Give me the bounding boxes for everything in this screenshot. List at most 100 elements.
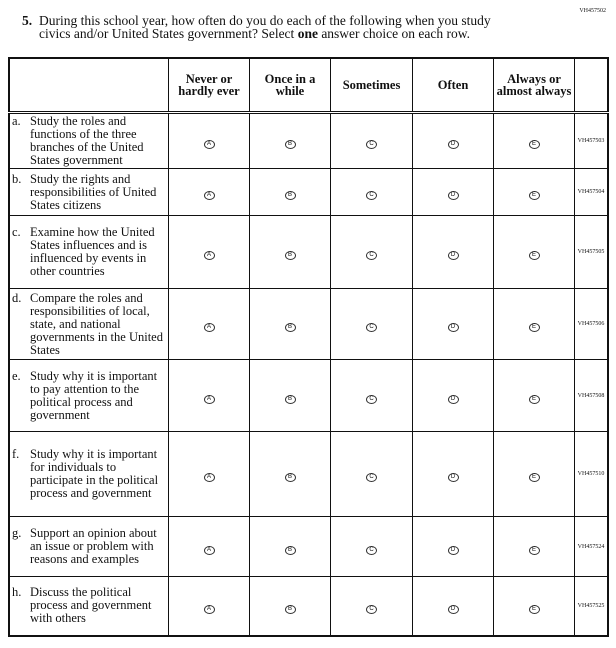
row-label: a. Study the roles and functions of the t… xyxy=(8,112,169,169)
answer-bubble-b[interactable]: B xyxy=(284,251,296,260)
page-item-code: VH457502 xyxy=(579,8,606,14)
option-cell: D xyxy=(412,359,494,432)
answer-bubble-e[interactable]: E xyxy=(528,140,540,149)
option-cell: D xyxy=(412,431,494,517)
option-cell: D xyxy=(412,516,494,577)
option-cell: A xyxy=(168,112,250,169)
header-code-blank xyxy=(574,57,609,113)
option-cell: C xyxy=(330,215,413,289)
answer-bubble-a[interactable]: A xyxy=(203,251,215,260)
option-cell: E xyxy=(493,431,575,517)
answer-bubble-e[interactable]: E xyxy=(528,191,540,200)
option-cell: A xyxy=(168,215,250,289)
option-cell: A xyxy=(168,431,250,517)
option-cell: B xyxy=(249,516,331,577)
answer-bubble-e[interactable]: E xyxy=(528,473,540,482)
answer-bubble-e[interactable]: E xyxy=(528,323,540,332)
option-cell: E xyxy=(493,516,575,577)
option-cell: E xyxy=(493,215,575,289)
option-cell: E xyxy=(493,288,575,360)
answer-bubble-c[interactable]: C xyxy=(366,140,377,149)
row-label: d. Compare the roles and responsibilities… xyxy=(8,288,169,360)
answer-bubble-c[interactable]: C xyxy=(366,545,377,555)
answer-bubble-a[interactable]: A xyxy=(203,323,215,332)
option-cell: C xyxy=(330,112,413,169)
answer-bubble-a[interactable]: A xyxy=(203,191,215,200)
answer-bubble-b[interactable]: B xyxy=(284,473,296,482)
column-header: Always or almost always xyxy=(493,57,575,113)
answer-bubble-b[interactable]: B xyxy=(284,140,296,149)
option-cell: B xyxy=(249,431,331,517)
answer-bubble-b[interactable]: B xyxy=(284,191,296,200)
answer-bubble-d[interactable]: D xyxy=(447,545,459,555)
table-row: c. Examine how the United States influenc… xyxy=(8,215,609,289)
row-label: f. Study why it is important for individu… xyxy=(8,431,169,517)
table-row: b. Study the rights and responsibilities … xyxy=(8,168,609,216)
answer-bubble-b[interactable]: B xyxy=(284,604,296,614)
row-item-code: VH457503 xyxy=(574,112,609,169)
column-header: Never or hardly ever xyxy=(168,57,250,113)
answer-bubble-d[interactable]: D xyxy=(447,191,459,200)
option-cell: A xyxy=(168,359,250,432)
answer-bubble-a[interactable]: A xyxy=(203,473,215,482)
option-cell: A xyxy=(168,576,250,636)
answer-bubble-e[interactable]: E xyxy=(528,394,540,404)
row-item-code: VH457505 xyxy=(574,215,609,289)
answer-bubble-e[interactable]: E xyxy=(528,545,540,555)
column-header: Sometimes xyxy=(330,57,413,113)
option-cell: A xyxy=(168,168,250,216)
option-cell: D xyxy=(412,576,494,636)
row-label: e. Study why it is important to pay atten… xyxy=(8,359,169,432)
answer-bubble-c[interactable]: C xyxy=(366,323,377,332)
option-cell: C xyxy=(330,168,413,216)
answer-bubble-b[interactable]: B xyxy=(284,394,296,404)
option-cell: B xyxy=(249,215,331,289)
option-cell: E xyxy=(493,359,575,432)
answer-bubble-d[interactable]: D xyxy=(447,394,459,404)
answer-bubble-e[interactable]: E xyxy=(528,604,540,614)
row-item-code: VH457524 xyxy=(574,516,609,577)
header-blank xyxy=(8,57,169,113)
option-cell: D xyxy=(412,112,494,169)
option-cell: D xyxy=(412,288,494,360)
row-item-code: VH457525 xyxy=(574,576,609,636)
answer-bubble-d[interactable]: D xyxy=(447,140,459,149)
answer-bubble-e[interactable]: E xyxy=(528,251,540,260)
answer-bubble-d[interactable]: D xyxy=(447,251,459,260)
answer-bubble-c[interactable]: C xyxy=(366,394,377,404)
row-label: b. Study the rights and responsibilities … xyxy=(8,168,169,216)
answer-bubble-c[interactable]: C xyxy=(366,251,377,260)
option-cell: C xyxy=(330,288,413,360)
answer-bubble-a[interactable]: A xyxy=(203,604,215,614)
table-row: e. Study why it is important to pay atten… xyxy=(8,359,609,432)
column-header: Often xyxy=(412,57,494,113)
option-cell: C xyxy=(330,516,413,577)
option-cell: C xyxy=(330,359,413,432)
answer-bubble-b[interactable]: B xyxy=(284,323,296,332)
row-item-code: VH457510 xyxy=(574,431,609,517)
answer-bubble-c[interactable]: C xyxy=(366,473,377,482)
answer-bubble-a[interactable]: A xyxy=(203,140,215,149)
row-label: c. Examine how the United States influenc… xyxy=(8,215,169,289)
option-cell: D xyxy=(412,168,494,216)
row-item-code: VH457506 xyxy=(574,288,609,360)
answer-bubble-b[interactable]: B xyxy=(284,545,296,555)
answer-bubble-d[interactable]: D xyxy=(447,604,459,614)
answer-bubble-c[interactable]: C xyxy=(366,604,377,614)
option-cell: B xyxy=(249,112,331,169)
option-cell: A xyxy=(168,516,250,577)
answer-bubble-d[interactable]: D xyxy=(447,323,459,332)
header-row: Never or hardly ever Once in a while Somet… xyxy=(8,57,609,113)
option-cell: B xyxy=(249,168,331,216)
table-row: h. Discuss the political process and gove… xyxy=(8,576,609,636)
answer-bubble-a[interactable]: A xyxy=(203,545,215,555)
table-row: d. Compare the roles and responsibilities… xyxy=(8,288,609,360)
answer-bubble-d[interactable]: D xyxy=(447,473,459,482)
option-cell: C xyxy=(330,576,413,636)
answer-bubble-c[interactable]: C xyxy=(366,191,377,200)
option-cell: C xyxy=(330,431,413,517)
option-cell: D xyxy=(412,215,494,289)
table-row: g. Support an opinion about an issue or p… xyxy=(8,516,609,577)
option-cell: B xyxy=(249,359,331,432)
answer-bubble-a[interactable]: A xyxy=(203,394,215,404)
